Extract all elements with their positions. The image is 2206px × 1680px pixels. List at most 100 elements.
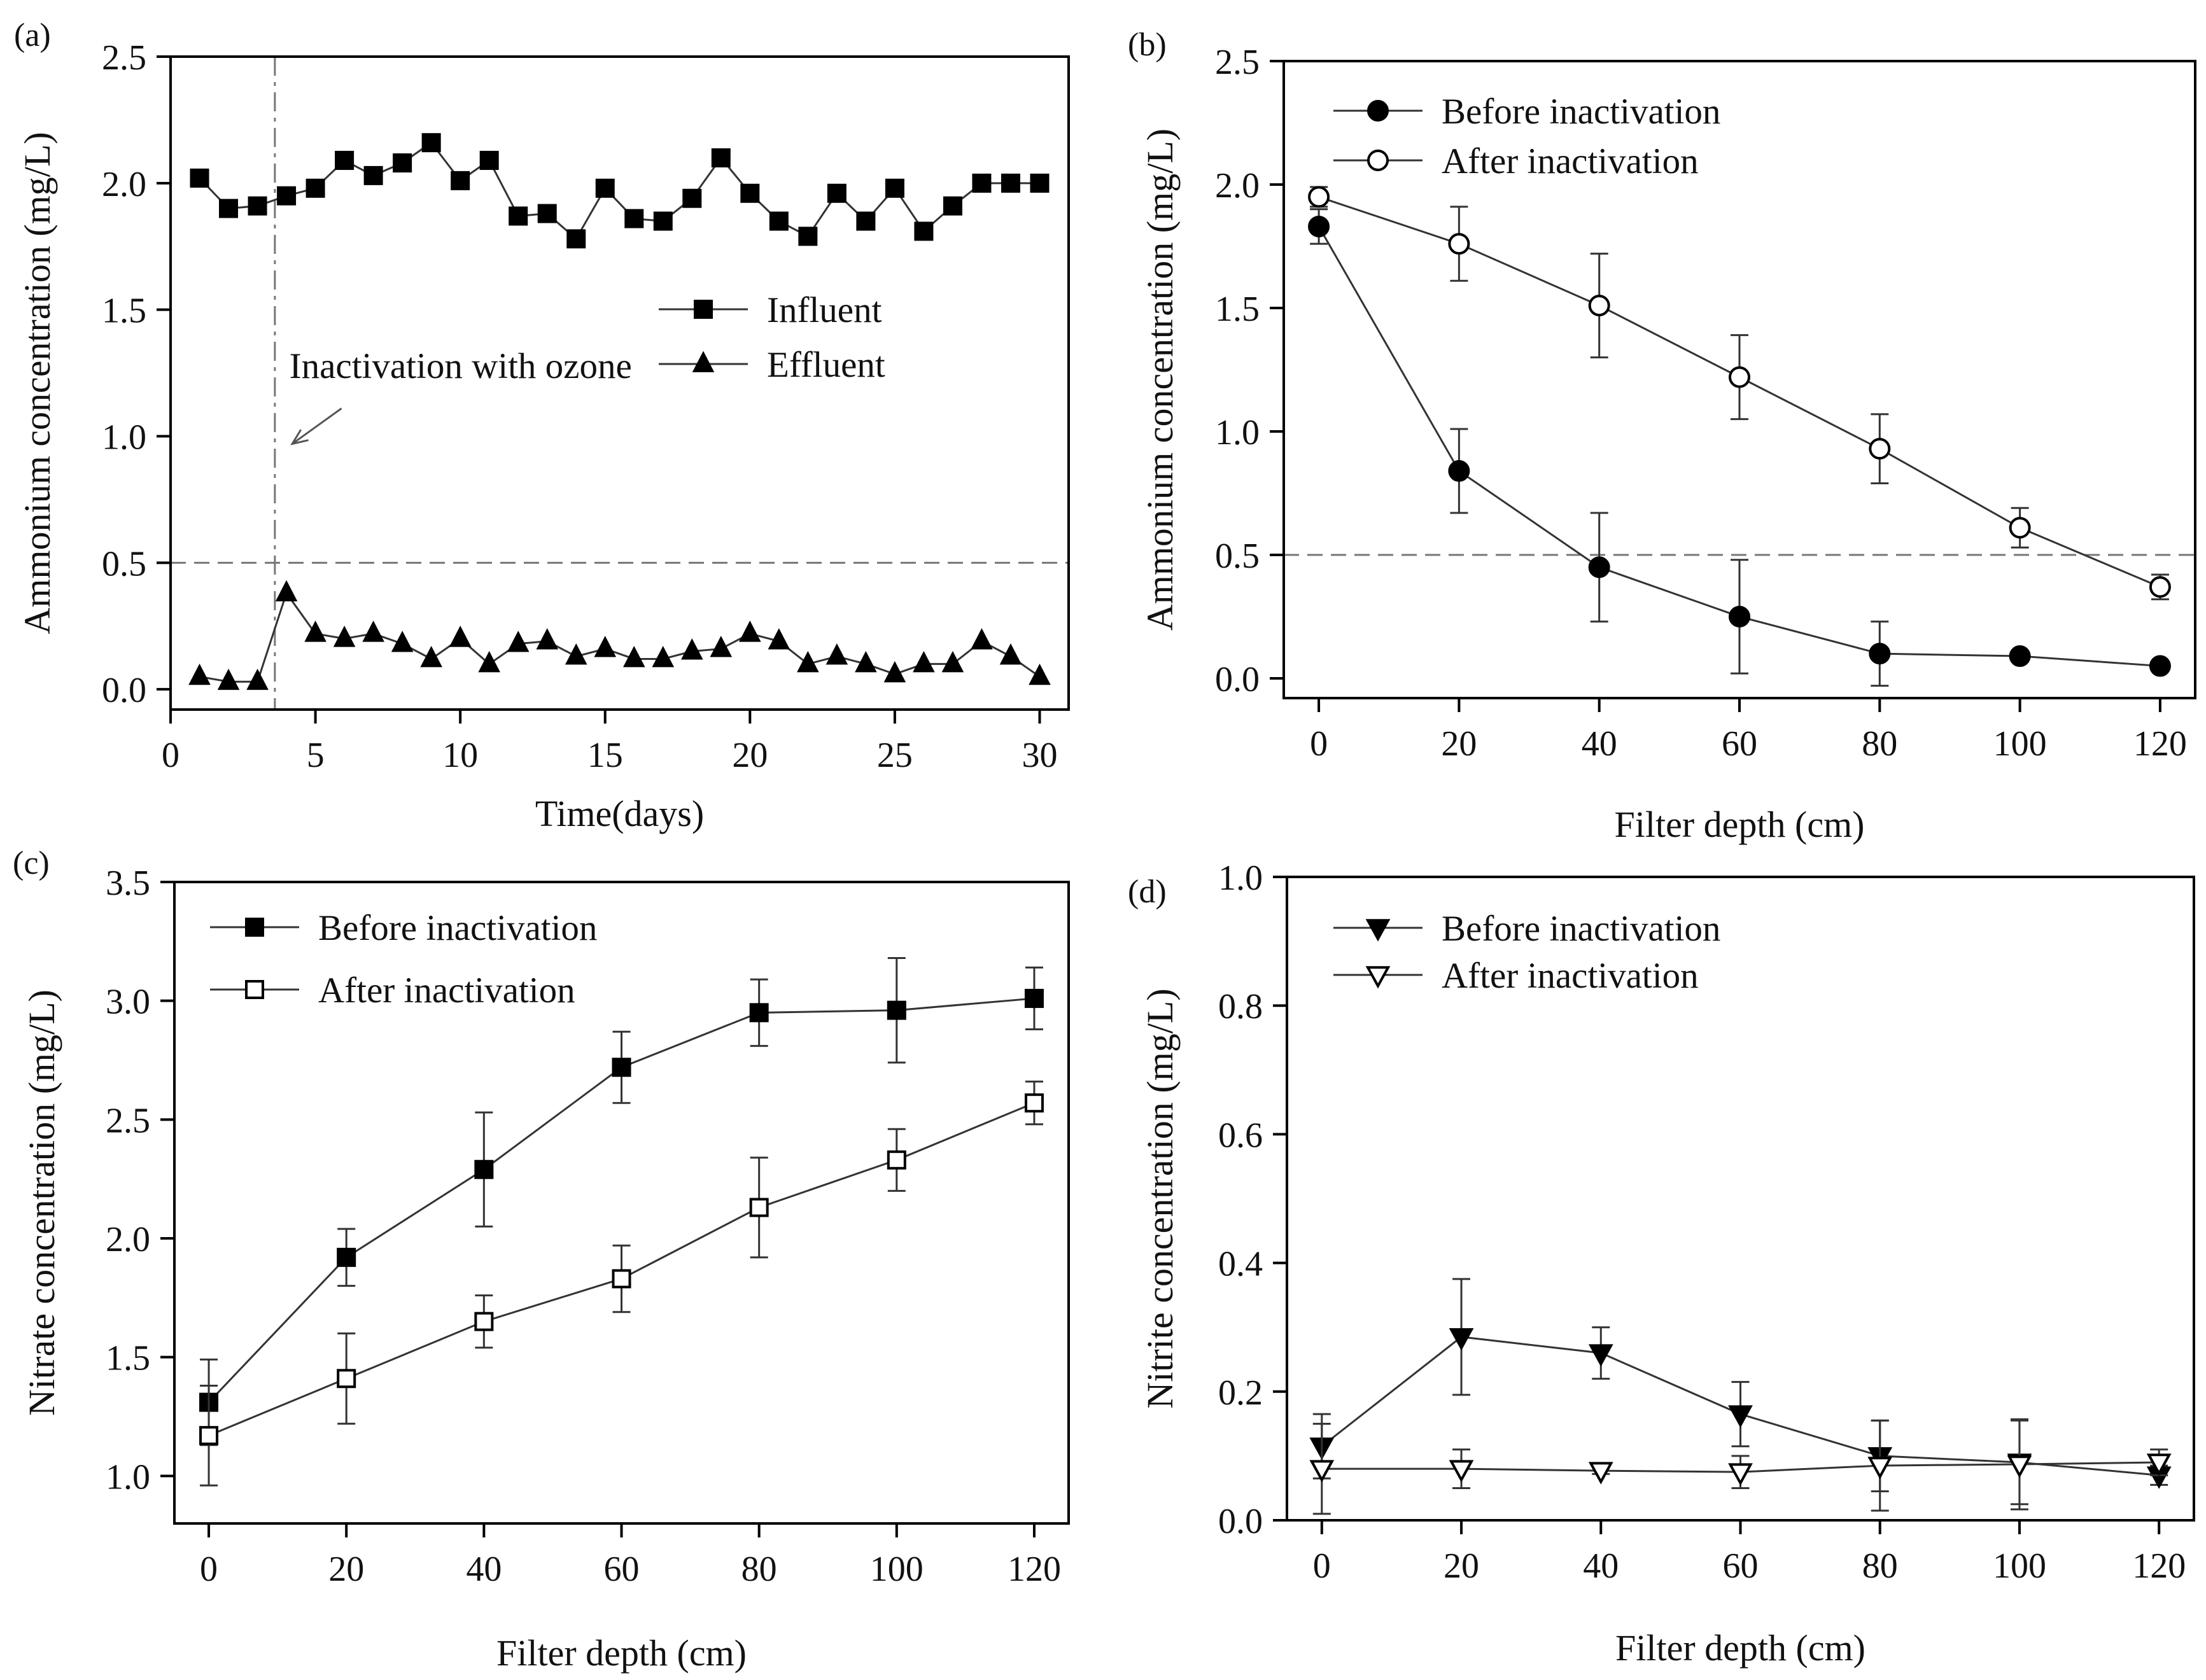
panel-label: (d) — [1128, 874, 1167, 910]
data-point — [335, 151, 355, 171]
data-point — [914, 221, 934, 241]
y-tick-label: 2.5 — [106, 1101, 150, 1140]
legend-marker — [694, 300, 713, 319]
y-tick-label: 0.6 — [1218, 1116, 1263, 1155]
data-point — [2149, 576, 2171, 598]
x-tick-label: 80 — [1862, 724, 1897, 764]
y-tick-label: 0.5 — [102, 544, 146, 584]
data-point — [941, 650, 964, 673]
y-axis-title: Nitrite concentration (mg/L) — [1139, 988, 1181, 1408]
data-point — [2007, 1455, 2032, 1478]
x-tick-label: 80 — [1862, 1546, 1898, 1586]
x-tick-label: 0 — [1310, 724, 1328, 764]
y-tick-label: 0.0 — [1215, 660, 1260, 699]
legend-label: After inactivation — [318, 970, 575, 1011]
y-tick-label: 1.5 — [106, 1339, 150, 1378]
x-tick-label: 20 — [1444, 1546, 1479, 1586]
data-point — [883, 661, 906, 683]
y-tick-label: 0.2 — [1218, 1373, 1263, 1413]
x-tick-label: 60 — [604, 1550, 640, 1589]
data-point — [1588, 1344, 1613, 1367]
panel-label: (c) — [13, 845, 50, 881]
data-point — [566, 229, 586, 249]
x-tick-label: 60 — [1723, 1546, 1759, 1586]
series-after-inactivation — [1309, 1418, 2172, 1515]
data-point — [710, 636, 733, 657]
data-point — [1308, 215, 1330, 237]
y-tick-label: 1.5 — [1215, 290, 1260, 329]
x-tick-label: 20 — [328, 1550, 364, 1589]
panel-label: (b) — [1128, 27, 1167, 63]
data-point — [217, 668, 240, 690]
x-tick-label: 15 — [587, 736, 623, 775]
data-point — [565, 643, 587, 665]
x-tick-label: 80 — [741, 1550, 777, 1589]
data-point — [1001, 173, 1020, 193]
data-point — [1588, 556, 1610, 578]
legend-marker — [1365, 919, 1391, 942]
data-point — [594, 636, 617, 657]
annotation-text: Inactivation with ozone — [290, 346, 632, 386]
data-point — [421, 133, 441, 153]
series-before-inactivation — [199, 956, 1044, 1446]
legend-label: Before inactivation — [318, 908, 597, 948]
data-point — [420, 645, 442, 668]
data-point — [219, 199, 239, 218]
y-tick-label: 0.4 — [1218, 1245, 1263, 1284]
data-point — [362, 620, 384, 642]
data-point — [711, 148, 731, 168]
legend-marker — [1365, 966, 1391, 989]
data-point — [1729, 605, 1750, 627]
x-tick-label: 100 — [870, 1550, 924, 1589]
data-point — [2146, 1453, 2172, 1476]
x-tick-label: 10 — [442, 736, 478, 775]
y-tick-label: 2.0 — [1215, 166, 1260, 206]
data-point — [681, 638, 703, 660]
data-point — [2009, 645, 2031, 668]
data-point — [479, 151, 499, 171]
legend-label: Before inactivation — [1442, 909, 1720, 949]
x-tick-label: 120 — [2132, 1546, 2186, 1586]
legend: Before inactivation After inactivation — [1333, 92, 1720, 181]
data-point — [363, 165, 383, 185]
data-point — [1869, 643, 1891, 665]
y-tick-label: 2.0 — [106, 1220, 150, 1259]
legend-label: After inactivation — [1442, 956, 1699, 996]
data-point — [739, 620, 761, 642]
data-point — [478, 650, 500, 673]
data-point — [393, 153, 412, 173]
data-point — [1448, 233, 1470, 255]
data-point — [537, 204, 557, 223]
data-point — [971, 628, 993, 650]
data-point — [1448, 460, 1470, 482]
data-point — [1024, 988, 1044, 1008]
x-axis-title: Filter depth (cm) — [496, 1632, 747, 1674]
data-point — [449, 626, 472, 647]
data-point — [306, 178, 325, 198]
data-point — [248, 196, 267, 216]
data-point — [1728, 1463, 1753, 1486]
y-tick-label: 0.8 — [1218, 987, 1263, 1026]
series-after-inactivation — [199, 1081, 1044, 1487]
data-point — [768, 628, 790, 650]
data-point — [474, 1312, 494, 1331]
data-point — [612, 1058, 631, 1077]
data-point — [887, 1150, 906, 1170]
data-point — [474, 1159, 494, 1179]
x-tick-label: 20 — [1441, 724, 1477, 764]
data-point — [337, 1369, 356, 1389]
y-axis-title: Ammonium concentration (mg/L) — [1139, 129, 1181, 631]
x-tick-label: 5 — [307, 736, 325, 775]
data-point — [1449, 1460, 1474, 1483]
data-point — [972, 173, 992, 193]
legend: Before inactivation After inactivation — [210, 908, 597, 1011]
data-point — [887, 1000, 906, 1020]
panel-d: (d) 0 20 40 60 80 100 120 0.0 0.2 0.4 0.6 0.8 1.0 Filt… — [1128, 858, 2195, 1669]
y-axis-title: Ammonium concentration (mg/L) — [17, 132, 58, 634]
x-tick-label: 60 — [1722, 724, 1757, 764]
y-tick-label: 3.5 — [106, 864, 150, 903]
data-point — [1867, 1457, 1893, 1480]
x-tick-label: 25 — [877, 736, 913, 775]
y-tick-label: 3.0 — [106, 983, 150, 1022]
series-after-inactivation — [1308, 186, 2171, 601]
